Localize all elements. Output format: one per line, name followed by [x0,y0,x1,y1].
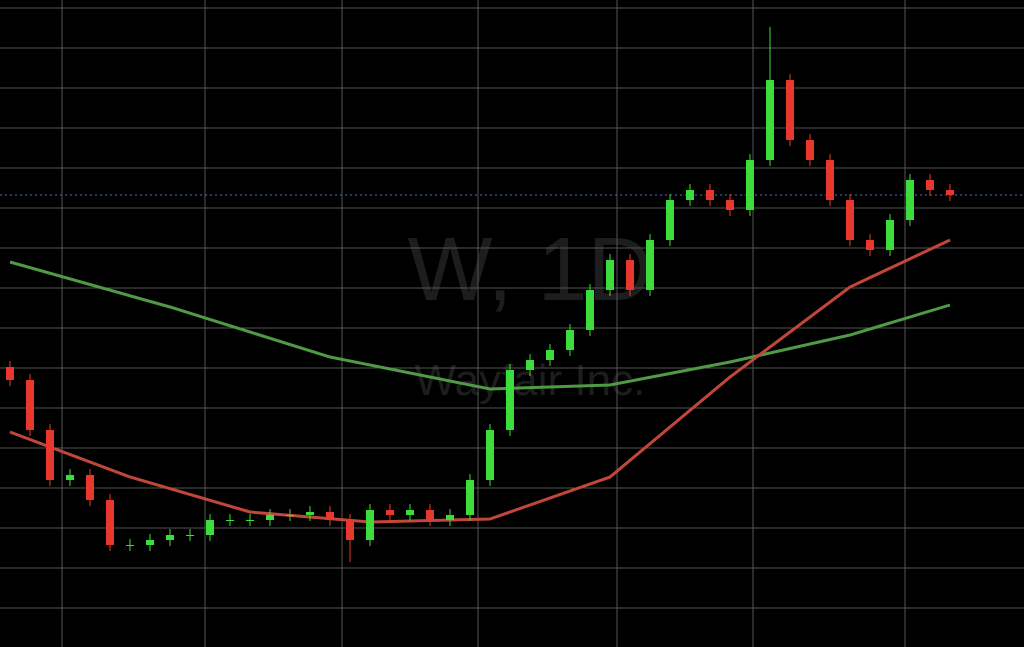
candle-body [906,180,914,220]
candle-body [286,515,294,516]
candle-body [886,220,894,250]
candle-body [726,200,734,210]
candle-body [566,330,574,350]
candle-body [306,512,314,515]
candle-body [706,190,714,200]
candle-body [806,140,814,160]
candle-body [926,180,934,190]
candle-body [26,380,34,430]
candle-body [266,515,274,520]
candle-body [146,540,154,545]
candle-body [106,500,114,545]
candle-body [126,545,134,546]
candle-body [6,367,14,380]
candle-body [426,510,434,520]
candle-body [466,480,474,515]
candle-body [866,240,874,250]
candle-body [246,520,254,521]
candle-body [626,260,634,290]
candle-body [46,430,54,480]
watermark: W, 1D [407,220,652,320]
candle-body [946,190,954,195]
candle-body [86,475,94,500]
moving-average [9,260,951,391]
candle-body [486,430,494,480]
candle-body [366,510,374,540]
candle-body [446,515,454,520]
candle-body [226,520,234,521]
candle-body [646,240,654,290]
candle-body [66,475,74,480]
candle-body [846,200,854,240]
candle-body [386,510,394,515]
candle-body [766,80,774,160]
candle-body [826,160,834,200]
candle-body [166,535,174,540]
candle-body [606,260,614,290]
candle-body [546,350,554,360]
candle-body [746,160,754,210]
moving-average [9,238,951,524]
candle-body [186,535,194,536]
candle-body [346,520,354,540]
candle-body [326,512,334,520]
candle-body [786,80,794,140]
candle-body [406,510,414,515]
candle-body [526,360,534,370]
candle-body [586,290,594,330]
candle-body [206,520,214,535]
candle-body [666,200,674,240]
candle-body [506,370,514,430]
candle-body [686,190,694,200]
